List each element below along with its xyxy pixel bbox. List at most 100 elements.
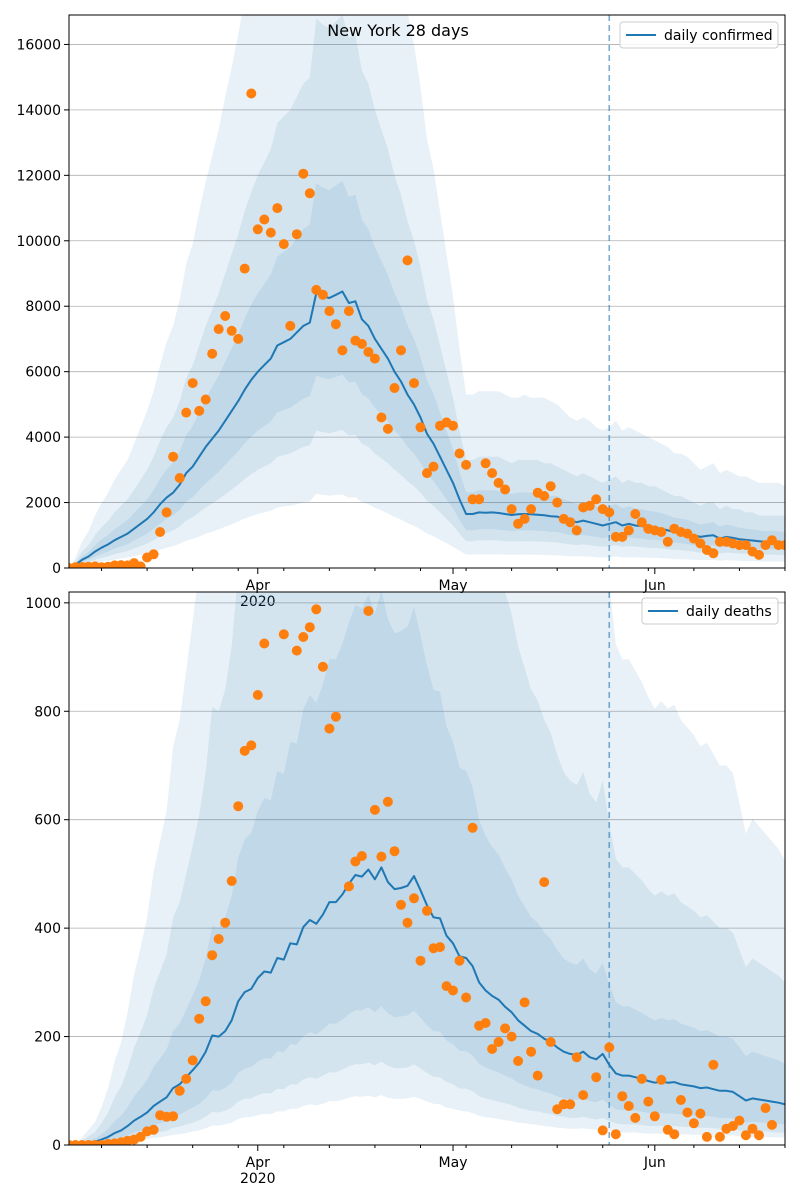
deaths-observed-point	[246, 740, 257, 751]
deaths-observed-point	[148, 1124, 159, 1135]
deaths-band-1	[69, 592, 785, 1145]
deaths-observed-points	[69, 604, 777, 1145]
deaths-observed-point	[435, 942, 445, 953]
confirmed-observed-point	[584, 500, 595, 511]
deaths-observed-point	[298, 632, 309, 642]
confirmed-band-2	[69, 15, 785, 568]
confirmed-observed-point	[298, 168, 309, 179]
deaths-observed-point	[194, 1013, 205, 1024]
deaths-observed-point	[506, 1031, 517, 1042]
deaths-observed-point	[675, 1095, 686, 1105]
deaths-observed-point	[369, 804, 380, 815]
deaths-band-2	[69, 592, 785, 1145]
confirmed-observed-point	[422, 468, 432, 479]
y-tick-label: 4000	[25, 430, 61, 446]
confirmed-observed-point	[259, 214, 270, 225]
confirmed-observed-point	[526, 504, 537, 515]
deaths-observed-point	[317, 661, 328, 672]
confirmed-observed-point	[487, 468, 498, 479]
confirmed-observed-point	[200, 394, 211, 405]
confirmed-observed-points	[69, 88, 785, 568]
legend-box	[619, 21, 779, 49]
confirmed-observed-point	[317, 289, 328, 300]
confirmed-observed-point	[233, 333, 244, 344]
confirmed-observed-point	[337, 345, 348, 356]
confirmed-observed-point	[213, 324, 224, 335]
confirmed-observed-point	[740, 540, 751, 551]
deaths-observed-point	[376, 851, 387, 862]
deaths-observed-point	[220, 917, 231, 928]
confirmed-observed-point	[565, 517, 576, 528]
confirmed-observed-point	[246, 88, 257, 99]
confirmed-observed-point	[630, 509, 641, 519]
chart-title: New York 28 days	[327, 21, 469, 40]
x-tick-year-label: 2020	[240, 594, 276, 610]
confirmed-observed-point	[519, 513, 530, 524]
panel-confirmed: 0 2000 4000 6000 8000 10000 12000 14000 16000 Ap…	[16, 14, 786, 610]
deaths-observed-point	[311, 604, 322, 615]
deaths-band-3	[69, 592, 785, 1145]
confirmed-observed-point	[226, 325, 237, 336]
deaths-observed-point	[467, 822, 478, 833]
confirmed-observed-point	[591, 494, 602, 505]
x-tick-label: Apr	[246, 1155, 270, 1171]
deaths-observed-point	[389, 846, 400, 857]
confirmed-observed-point	[291, 229, 302, 240]
confirmed-observed-point	[194, 405, 205, 416]
deaths-observed-point	[532, 1070, 543, 1081]
confirmed-observed-point	[461, 459, 472, 470]
confirmed-uncertainty-bands	[69, 15, 785, 568]
deaths-observed-point	[526, 1046, 537, 1057]
deaths-observed-point	[701, 1131, 712, 1142]
deaths-observed-point	[226, 876, 237, 886]
confirmed-observed-point	[780, 540, 785, 551]
deaths-observed-point	[500, 1023, 511, 1034]
deaths-observed-point	[578, 1090, 589, 1101]
confirmed-observed-point	[409, 378, 419, 389]
confirmed-observed-point	[695, 538, 706, 549]
deaths-observed-point	[422, 905, 432, 916]
confirmed-observed-point	[181, 407, 192, 418]
deaths-observed-point	[252, 690, 263, 700]
deaths-observed-point	[402, 917, 413, 928]
confirmed-observed-point	[155, 527, 166, 537]
confirmed-band-3	[69, 180, 785, 568]
confirmed-observed-point	[161, 507, 172, 518]
legend-box	[641, 597, 779, 625]
confirmed-observed-point	[168, 451, 179, 462]
deaths-axes-frame	[68, 591, 786, 1146]
deaths-observed-point	[565, 1099, 576, 1110]
deaths-observed-point	[493, 1037, 504, 1047]
confirmed-observed-point	[324, 306, 335, 317]
deaths-observed-point	[487, 1044, 498, 1054]
deaths-observed-point	[597, 1125, 608, 1136]
deaths-series-line	[69, 866, 785, 1145]
deaths-observed-point	[740, 1130, 751, 1141]
deaths-observed-point	[656, 1074, 667, 1085]
deaths-observed-point	[643, 1096, 654, 1107]
legend-label-daily-confirmed: daily confirmed	[664, 28, 773, 44]
deaths-observed-point	[695, 1108, 706, 1119]
y-tick-label: 12000	[16, 168, 61, 184]
x-tick-label: Jun	[643, 578, 666, 594]
deaths-observed-point	[591, 1072, 602, 1083]
deaths-observed-point	[448, 985, 458, 996]
deaths-observed-point	[291, 645, 302, 656]
confirmed-observed-point	[552, 497, 563, 508]
deaths-observed-point	[409, 893, 419, 904]
deaths-observed-point	[649, 1111, 660, 1122]
y-tick-label: 10000	[16, 234, 61, 250]
deaths-observed-point	[747, 1123, 758, 1134]
confirmed-observed-point	[545, 481, 556, 492]
y-tick-label: 0	[52, 1138, 61, 1154]
confirmed-observed-point	[396, 345, 406, 356]
confirmed-observed-point	[278, 239, 289, 250]
confirmed-observed-point	[474, 494, 485, 505]
deaths-observed-point	[396, 899, 406, 910]
confirmed-observed-point	[389, 383, 400, 393]
confirmed-legend: daily confirmed	[619, 21, 779, 49]
confirmed-observed-point	[623, 525, 634, 536]
confirmed-observed-point	[493, 477, 504, 488]
